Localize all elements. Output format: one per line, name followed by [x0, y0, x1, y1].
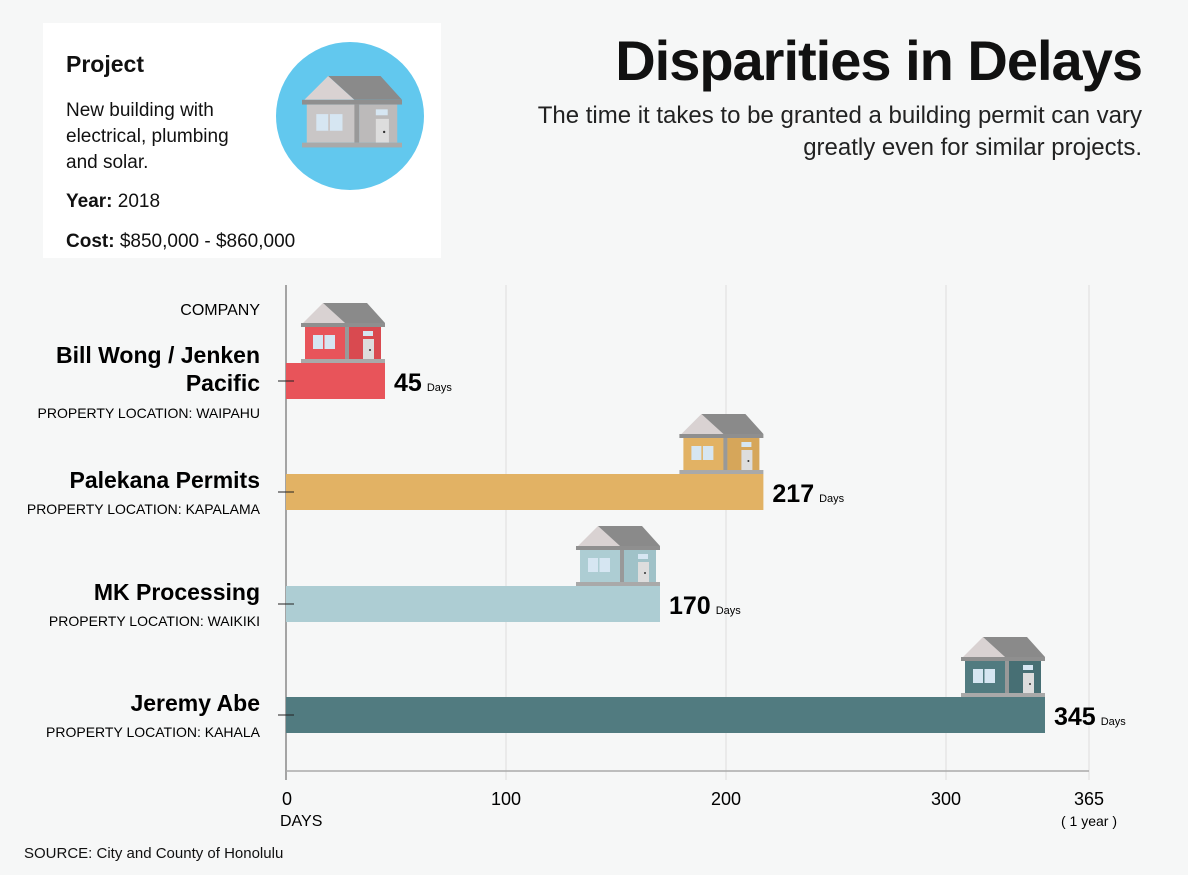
- category-label: Palekana Permits: [69, 467, 260, 493]
- category-header: COMPANY: [180, 302, 260, 319]
- page-title: Disparities in Delays: [615, 29, 1143, 92]
- source-note: SOURCE: City and County of Honolulu: [24, 845, 284, 862]
- category-label: Jeremy Abe: [130, 690, 260, 716]
- x-tick-label: 200: [711, 789, 741, 809]
- x-axis-label: DAYS: [280, 813, 322, 830]
- house-icon: [679, 414, 764, 474]
- bar: [286, 474, 764, 510]
- data-label-unit: Days: [427, 382, 453, 394]
- property-location: PROPERTY LOCATION: KAPALAMA: [27, 501, 261, 517]
- year-label: Year:: [66, 191, 113, 212]
- project-heading: Project: [66, 51, 144, 77]
- category-label: MK Processing: [94, 579, 260, 605]
- house-icon: [301, 303, 385, 363]
- house-icon: [302, 76, 402, 148]
- data-label: 170 Days: [669, 592, 741, 620]
- data-label-unit: Days: [819, 493, 845, 505]
- property-location: PROPERTY LOCATION: KAHALA: [46, 724, 261, 740]
- house-icon: [276, 42, 424, 190]
- property-location: PROPERTY LOCATION: WAIKIKI: [49, 613, 260, 629]
- x-tick-label: 100: [491, 789, 521, 809]
- data-label-unit: Days: [716, 605, 742, 617]
- x-tick-label: 365: [1074, 789, 1104, 809]
- bar: [286, 697, 1045, 733]
- x-tick-label: 300: [931, 789, 961, 809]
- project-cost: Cost: $850,000 - $860,000: [66, 231, 295, 253]
- project-year: Year: 2018: [66, 191, 160, 213]
- bar: [286, 586, 660, 622]
- project-description: New building with electrical, plumbing a…: [66, 100, 229, 173]
- data-label: 345 Days: [1054, 703, 1126, 731]
- house-icon: [576, 526, 660, 586]
- bar: [286, 363, 385, 399]
- category-label: Bill Wong / Jenken Pacific: [56, 342, 260, 396]
- project-card: Project New building with electrical, pl…: [43, 23, 441, 258]
- cost-label: Cost:: [66, 231, 115, 252]
- data-label-unit: Days: [1101, 716, 1127, 728]
- house-icon: [961, 637, 1045, 697]
- data-label: 217 Days: [772, 480, 844, 508]
- subtitle: The time it takes to be granted a buildi…: [537, 102, 1142, 161]
- x-tick-label: 0: [282, 789, 292, 809]
- cost-value: $850,000 - $860,000: [119, 231, 296, 252]
- x-tick-note: ( 1 year ): [1061, 813, 1117, 829]
- data-label: 45 Days: [394, 369, 452, 397]
- property-location: PROPERTY LOCATION: WAIPAHU: [38, 405, 260, 421]
- year-value: 2018: [117, 191, 161, 212]
